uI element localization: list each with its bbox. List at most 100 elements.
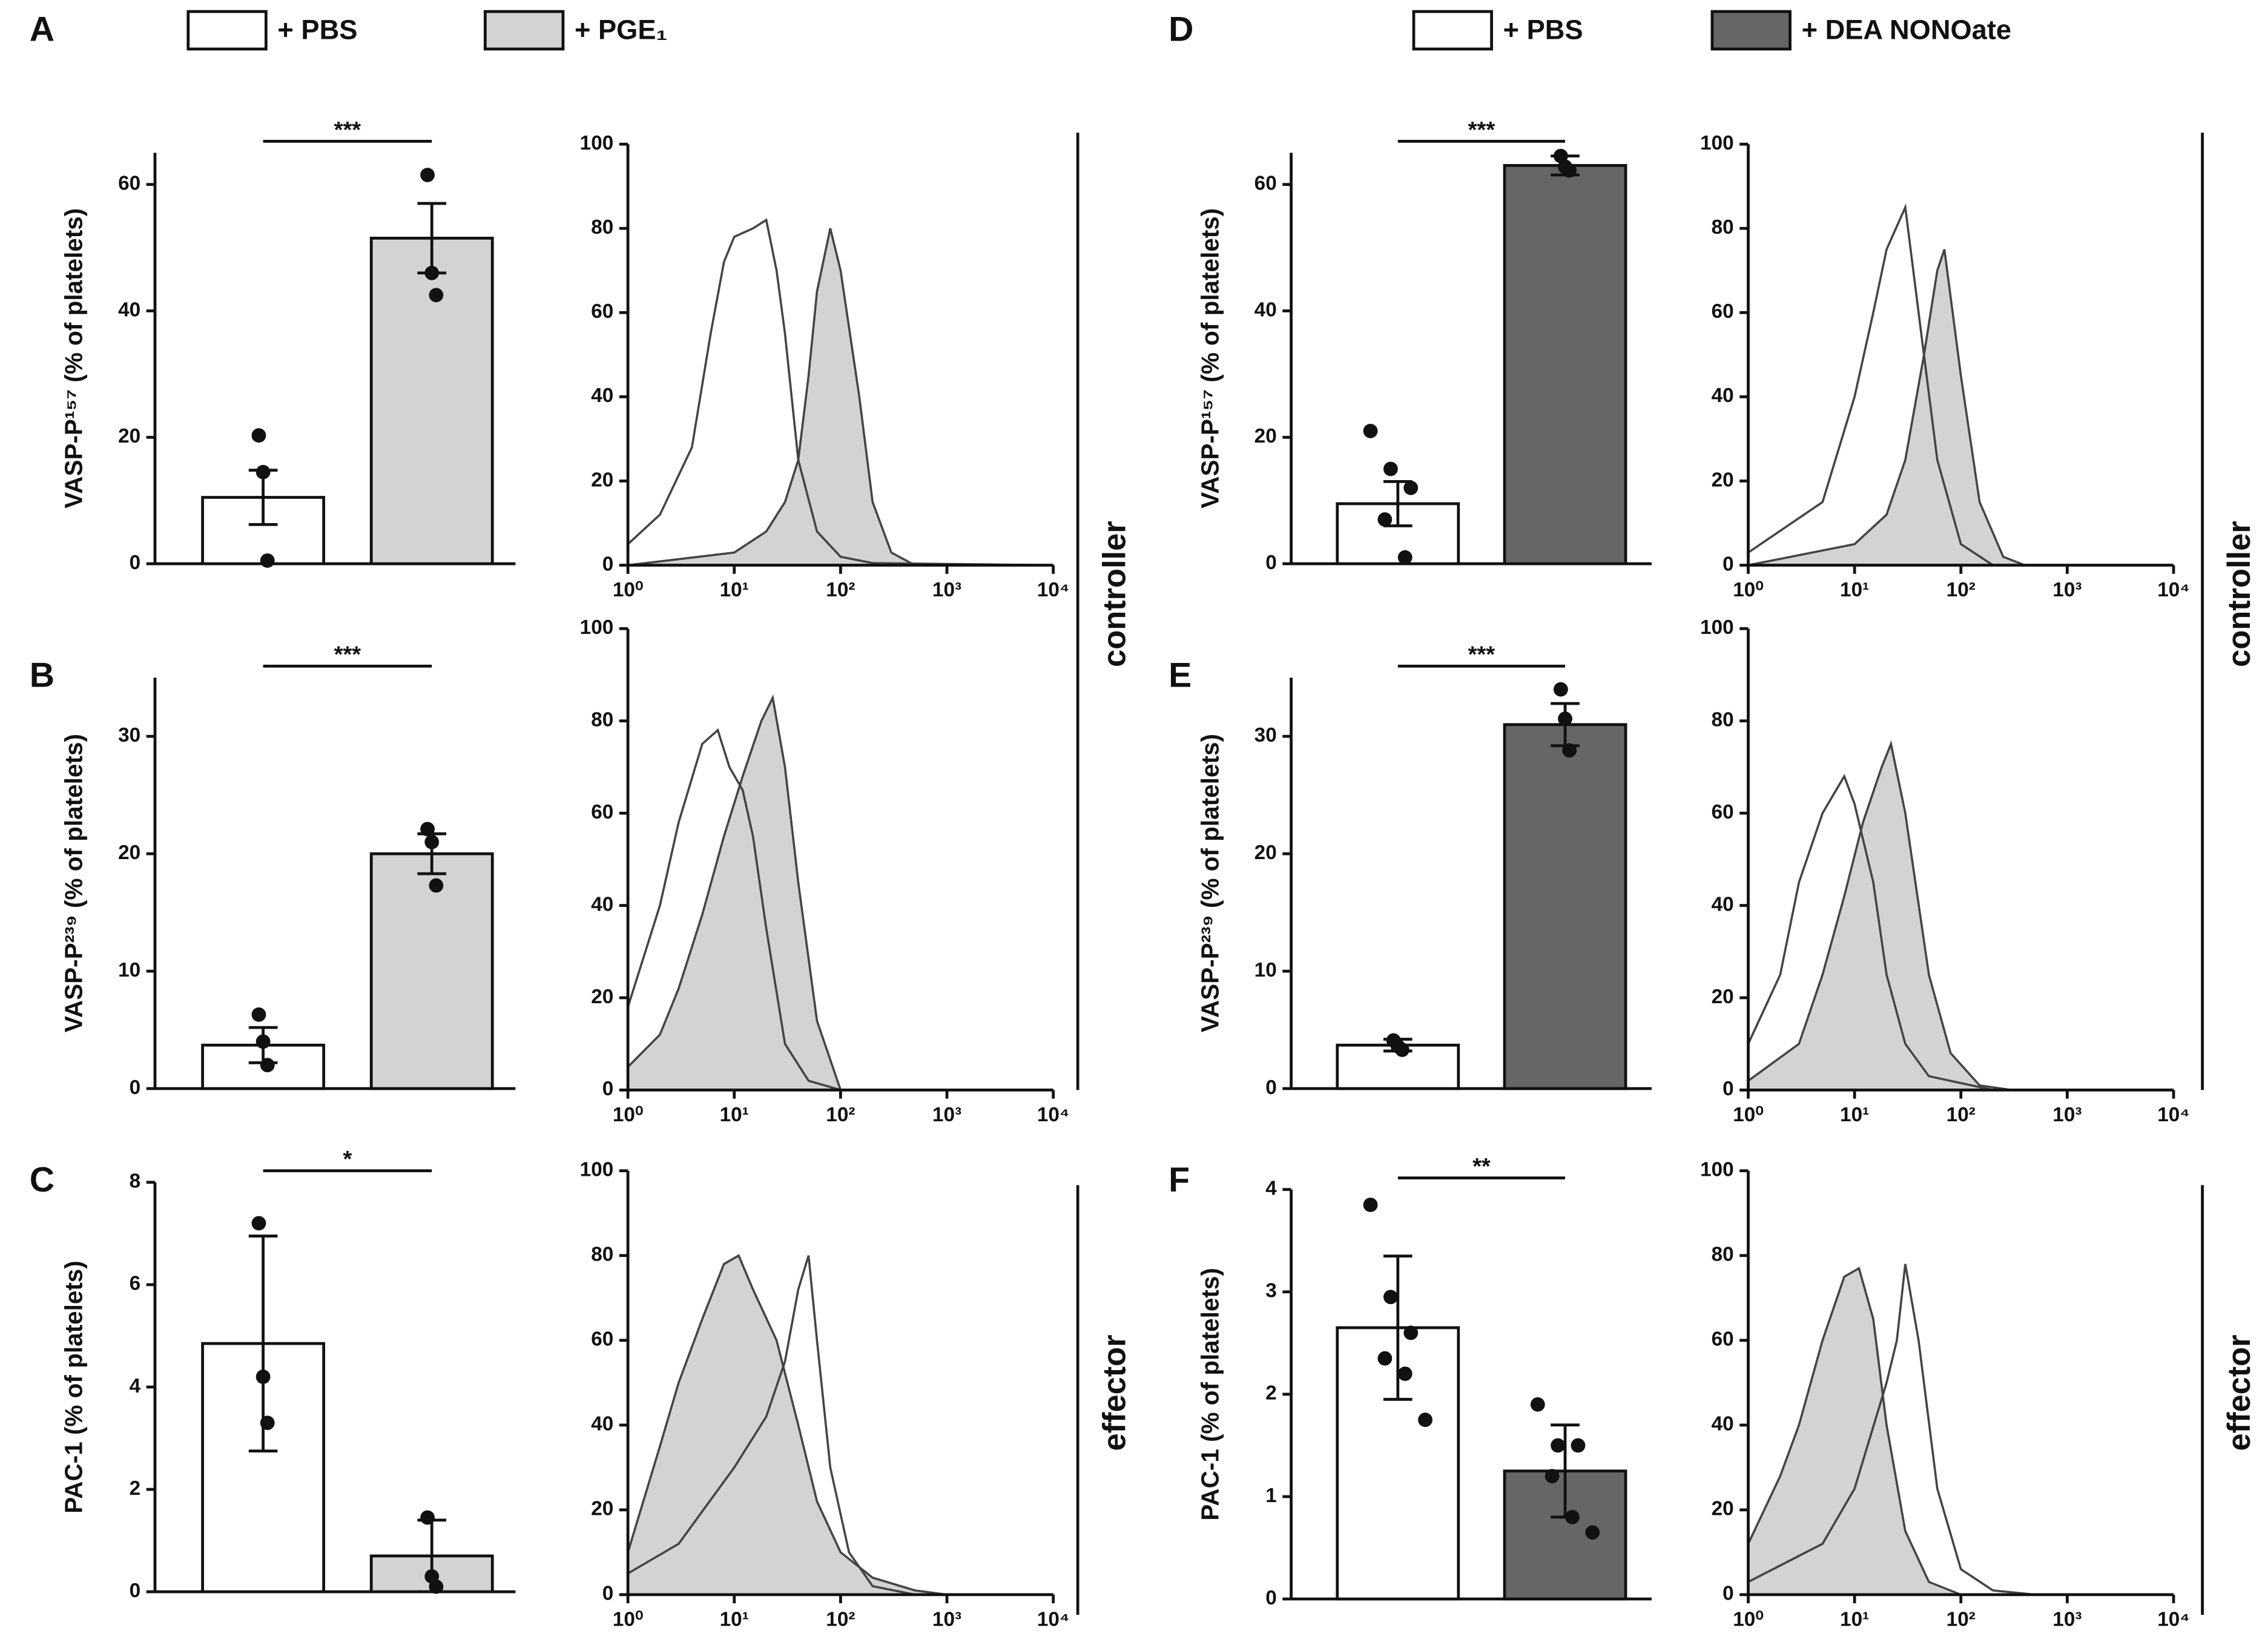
- x-tick-label: 10¹: [1840, 1104, 1869, 1126]
- x-tick-label: 10²: [826, 1104, 855, 1126]
- y-tick-label: 30: [118, 724, 140, 747]
- y-tick-label: 0: [1265, 552, 1277, 574]
- data-point: [424, 265, 440, 280]
- data-point: [1397, 1366, 1413, 1381]
- data-point: [255, 1034, 271, 1049]
- y-tick-label: 40: [591, 1413, 613, 1435]
- y-tick-label: 20: [591, 986, 613, 1008]
- data-point: [260, 1416, 275, 1431]
- y-tick-label: 100: [580, 132, 614, 154]
- data-point: [420, 168, 435, 182]
- panel-letter: A: [30, 10, 54, 48]
- data-point: [1554, 682, 1568, 697]
- panel-letter: F: [1169, 1161, 1190, 1199]
- y-tick-label: 60: [591, 300, 613, 323]
- x-tick-label: 10⁴: [1037, 579, 1070, 601]
- y-axis-label: PAC-1 (% of platelets): [1196, 1268, 1224, 1520]
- significance-label: *: [343, 1147, 352, 1172]
- y-tick-label: 20: [591, 469, 613, 491]
- data-point: [1551, 1438, 1566, 1453]
- data-point: [1585, 1525, 1600, 1540]
- density-area: [627, 1254, 948, 1596]
- x-tick-label: 10³: [2052, 1104, 2082, 1126]
- y-tick-label: 1: [1265, 1485, 1277, 1507]
- error-bar: [1383, 1254, 1413, 1401]
- y-tick-label: 20: [1712, 1498, 1734, 1520]
- data-point: [429, 878, 444, 893]
- y-axis-label: VASP-P²³⁹ (% of platelets): [1196, 734, 1224, 1032]
- data-point: [1363, 1198, 1378, 1212]
- density-area: [1748, 249, 2026, 567]
- y-tick-label: 20: [1712, 469, 1734, 491]
- y-tick-label: 0: [130, 1580, 141, 1602]
- x-tick-label: 10¹: [720, 579, 749, 601]
- data-point: [260, 553, 275, 568]
- data-point: [420, 822, 435, 837]
- y-tick-label: 20: [1254, 425, 1277, 447]
- y-tick-label: 30: [1254, 724, 1277, 747]
- y-tick-label: 0: [602, 1078, 614, 1100]
- x-tick-label: 10⁴: [2157, 1104, 2190, 1126]
- y-tick-label: 10: [118, 959, 140, 981]
- y-tick-label: 20: [1254, 842, 1277, 864]
- bar: [369, 237, 494, 565]
- data-point: [1571, 1438, 1586, 1453]
- side-label: controller: [2222, 521, 2257, 667]
- data-point: [1377, 1351, 1393, 1366]
- density-line: [1747, 1264, 2036, 1596]
- y-tick-label: 8: [130, 1170, 141, 1193]
- y-tick-label: 100: [580, 616, 614, 639]
- density-line: [1747, 774, 1994, 1092]
- legend-label: + PBS: [1503, 14, 1583, 45]
- y-tick-label: 60: [118, 172, 140, 194]
- y-tick-label: 0: [130, 1076, 141, 1099]
- legend-swatch: [186, 10, 268, 51]
- density-line: [627, 1255, 915, 1596]
- y-axis-label: VASP-P¹⁵⁷ (% of platelets): [1196, 208, 1224, 509]
- x-tick-label: 10⁴: [1037, 1104, 1070, 1126]
- data-point: [420, 1510, 435, 1525]
- y-tick-label: 10: [1254, 959, 1277, 981]
- x-tick-label: 10⁴: [2157, 579, 2190, 601]
- x-tick-label: 10¹: [720, 1609, 749, 1631]
- y-tick-label: 80: [1712, 709, 1734, 731]
- x-tick-label: 10³: [932, 579, 961, 601]
- x-tick-label: 10³: [2052, 579, 2082, 601]
- y-tick-label: 40: [1712, 384, 1734, 407]
- y-tick-label: 0: [1265, 1587, 1277, 1609]
- x-tick-label: 10²: [826, 1609, 855, 1631]
- legend-swatch: [1710, 10, 1792, 51]
- significance-label: ***: [1468, 642, 1495, 668]
- x-tick-label: 10⁰: [613, 1609, 643, 1631]
- side-label: effector: [2222, 1334, 2257, 1451]
- data-point: [1403, 1325, 1419, 1340]
- y-tick-label: 60: [591, 1328, 613, 1351]
- side-label: effector: [1097, 1334, 1132, 1451]
- density-area: [627, 228, 915, 567]
- y-tick-label: 100: [1700, 1159, 1734, 1181]
- y-tick-label: 100: [580, 1159, 614, 1181]
- y-tick-label: 60: [1712, 300, 1734, 323]
- data-point: [251, 1007, 266, 1022]
- x-tick-label: 10⁰: [1733, 1104, 1763, 1126]
- legend-label: + PBS: [277, 14, 357, 45]
- y-tick-label: 4: [130, 1375, 141, 1397]
- data-point: [1383, 461, 1398, 476]
- y-axis-label: VASP-P¹⁵⁷ (% of platelets): [60, 208, 88, 509]
- y-tick-label: 2: [130, 1477, 141, 1500]
- density-area: [627, 694, 842, 1092]
- y-axis-label: PAC-1 (% of platelets): [60, 1261, 88, 1513]
- y-tick-label: 0: [1722, 1583, 1734, 1605]
- y-tick-label: 40: [1254, 298, 1277, 321]
- side-label: controller: [1097, 521, 1132, 667]
- data-point: [1418, 1412, 1432, 1428]
- data-point: [1562, 163, 1577, 178]
- y-tick-label: 20: [591, 1498, 613, 1520]
- x-tick-label: 10²: [1947, 1104, 1976, 1126]
- y-tick-label: 40: [591, 384, 613, 407]
- y-tick-label: 20: [1712, 986, 1734, 1008]
- y-tick-label: 2: [1265, 1382, 1277, 1405]
- x-tick-label: 10²: [826, 579, 855, 601]
- x-tick-label: 10¹: [720, 1104, 749, 1126]
